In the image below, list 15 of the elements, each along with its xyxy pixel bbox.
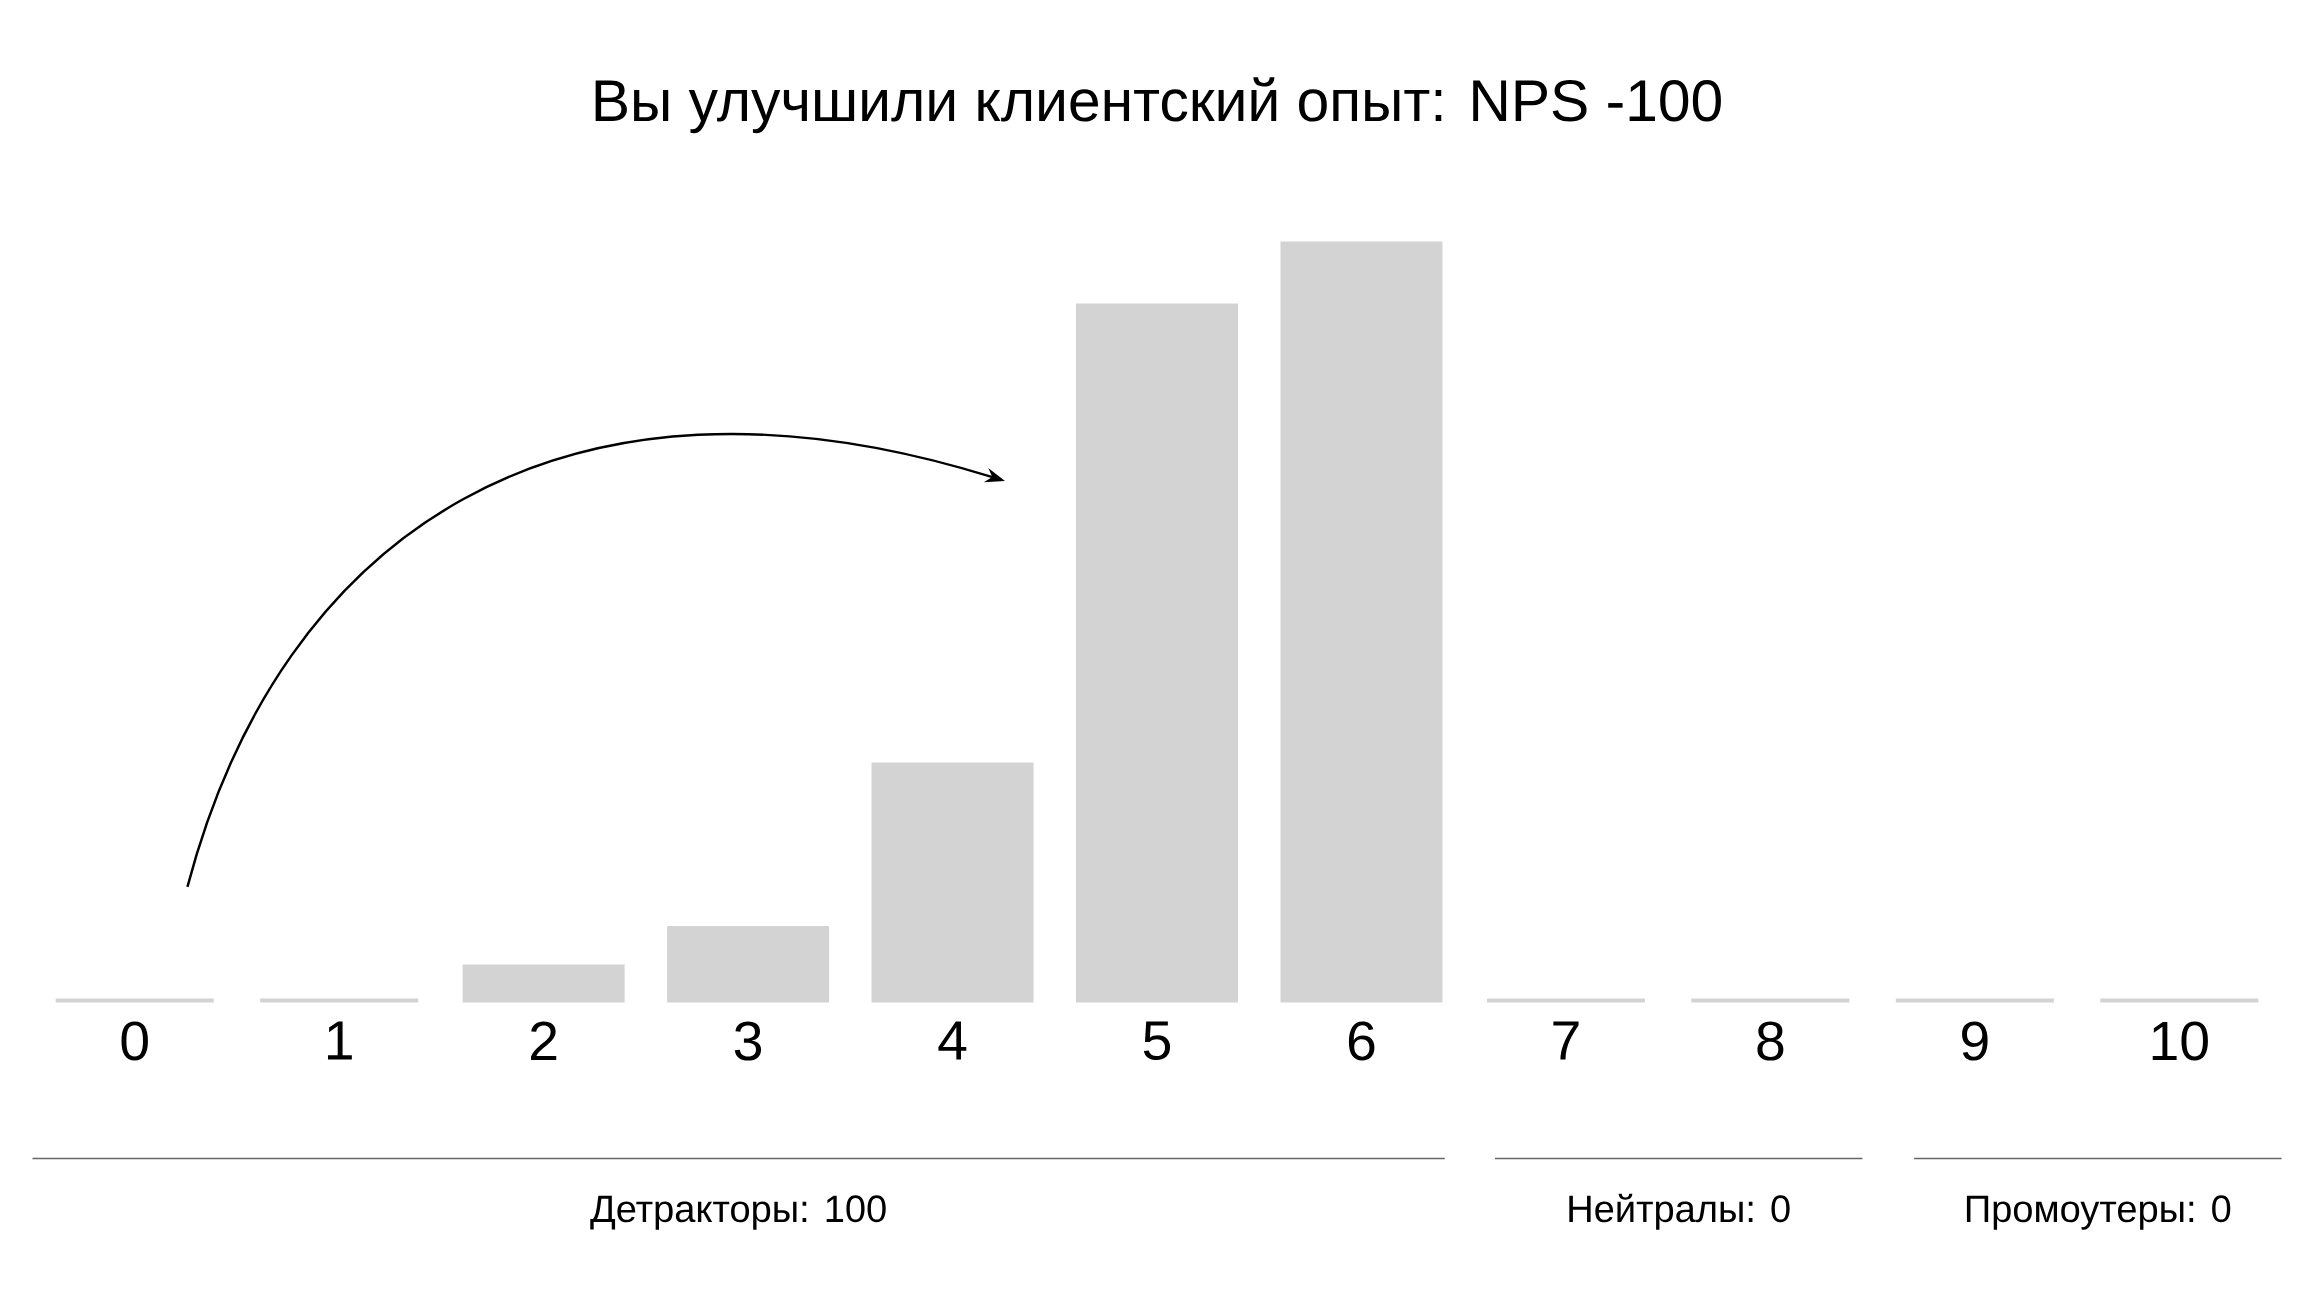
- x-tick-label: 9: [1962, 1021, 1988, 1061]
- x-tick-label: 6: [1348, 1021, 1375, 1061]
- text: Промоутеры: 0: [1966, 1195, 2231, 1230]
- text: Детракторы: 100: [590, 1195, 886, 1230]
- chart-title: Вы улучшили клиентский опыт: NPS -100: [595, 77, 1721, 134]
- text: Нейтралы: 0: [1569, 1193, 1790, 1230]
- x-tick-label: 7: [1553, 1021, 1579, 1060]
- x-tick-label: 8: [1757, 1021, 1784, 1061]
- x-tick-label: 1: [327, 1021, 352, 1060]
- x-tick-label: 4: [938, 1021, 967, 1060]
- x-tick-label: 10: [2152, 1021, 2208, 1061]
- x-tick-label: 2: [531, 1021, 557, 1061]
- x-tick-label: 5: [1143, 1021, 1171, 1061]
- x-tick-label: 3: [734, 1021, 762, 1061]
- x-tick-label: 0: [121, 1021, 148, 1061]
